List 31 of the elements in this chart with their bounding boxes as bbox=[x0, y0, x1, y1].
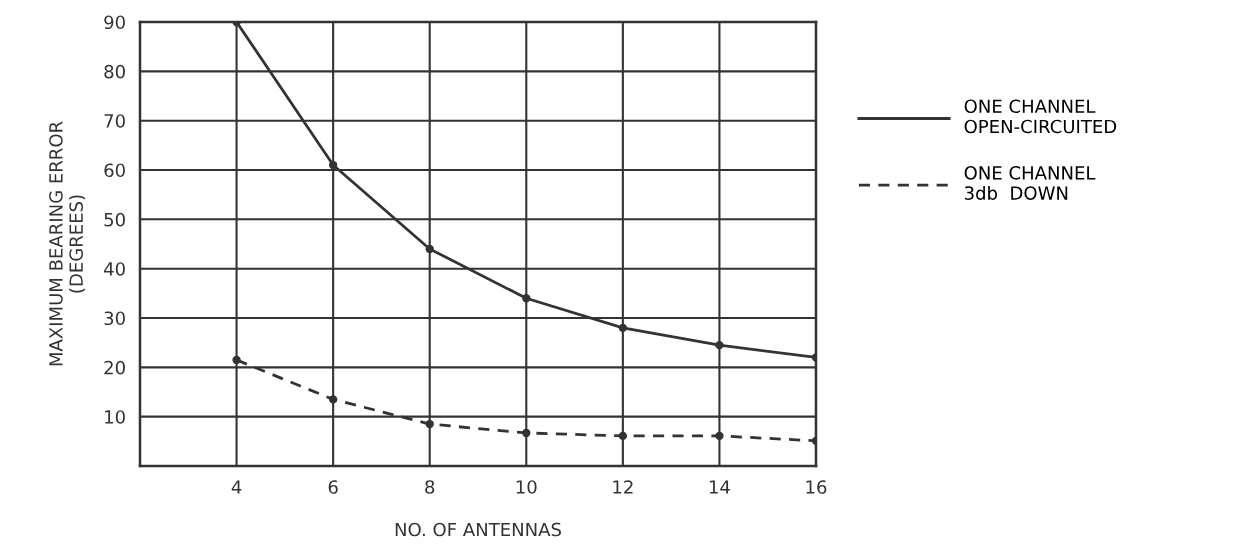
point bbox=[522, 294, 531, 303]
x-tick-label: 8 bbox=[425, 480, 435, 494]
y-tick-label: 50 bbox=[104, 212, 125, 227]
y-tick-label: 70 bbox=[104, 114, 125, 128]
y-tick-label: 60 bbox=[104, 163, 125, 178]
point bbox=[618, 431, 628, 441]
y-tick-label: 80 bbox=[104, 64, 125, 79]
point bbox=[618, 323, 628, 333]
point bbox=[232, 355, 241, 365]
point bbox=[425, 419, 434, 429]
y-tick-label: 10 bbox=[105, 410, 125, 424]
point bbox=[328, 395, 338, 404]
y-tick-label: 90 bbox=[104, 15, 125, 30]
y-tick-label: 40 bbox=[104, 262, 125, 276]
legend-label: ONE CHANNEL 3db DOWN bbox=[964, 166, 1096, 200]
x-tick-label: 14 bbox=[709, 480, 730, 494]
y-axis-title: MAXIMUM BEARING ERROR (DEGREES) bbox=[49, 121, 86, 366]
point bbox=[715, 340, 724, 350]
y-tick-label: 30 bbox=[104, 311, 125, 326]
point bbox=[715, 431, 724, 441]
y-tick-label: 20 bbox=[104, 360, 125, 375]
x-tick-label: 4 bbox=[231, 480, 242, 494]
point bbox=[522, 428, 531, 438]
x-tick-label: 6 bbox=[328, 480, 338, 494]
x-axis-title: NO. OF ANTENNAS bbox=[395, 522, 561, 537]
legend-label: ONE CHANNEL OPEN-CIRCUITED bbox=[964, 99, 1117, 134]
point bbox=[425, 244, 434, 254]
point bbox=[328, 160, 338, 170]
x-tick-label: 16 bbox=[806, 480, 827, 494]
x-tick-label: 10 bbox=[516, 480, 537, 494]
x-tick-label: 12 bbox=[613, 480, 633, 494]
